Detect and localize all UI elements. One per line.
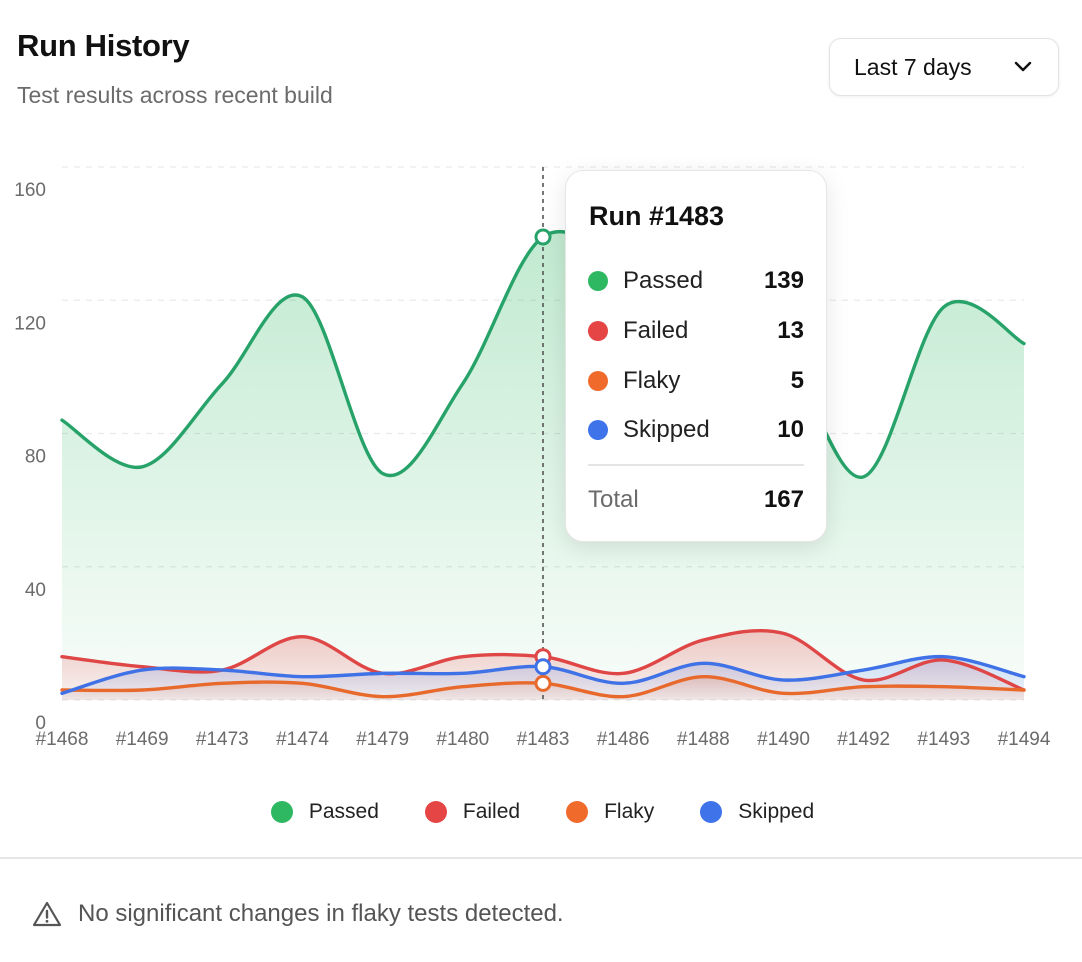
x-tick-label: #1493 [917,729,970,750]
legend-item-passed[interactable]: Passed [270,800,379,824]
highlight-marker-skipped [534,658,552,676]
tooltip-label: Failed [623,317,689,344]
tooltip-row-skipped: Skipped 10 [588,415,804,445]
failed-dot-icon [588,321,608,341]
footer-divider [0,857,1082,859]
x-axis-ticks: #1468 #1469 #1473 #1474 #1479 #1480 #1483 #1486… [36,729,1051,750]
tooltip-total-label: Total [588,486,639,513]
x-tick-label: #1469 [116,729,169,750]
y-tick-label: 40 [25,580,46,601]
footer-notice: No significant changes in flaky tests de… [32,900,564,928]
x-tick-label: #1468 [36,729,89,750]
tooltip-value: 10 [777,416,804,443]
tooltip-row-passed: Passed 139 [588,266,804,296]
page-title: Run History [17,28,190,63]
x-tick-label: #1479 [356,729,409,750]
x-tick-label: #1480 [436,729,489,750]
tooltip-value: 5 [790,367,804,394]
chart-legend: Passed Failed Flaky Skipped [0,796,1082,828]
x-tick-label: #1490 [757,729,810,750]
y-tick-label: 80 [25,447,46,468]
date-range-select[interactable]: Last 7 days [829,38,1059,96]
legend-label: Passed [308,800,379,823]
legend-item-failed[interactable]: Failed [424,800,521,824]
footer-message: No significant changes in flaky tests de… [78,900,564,927]
x-tick-label: #1492 [837,729,890,750]
skipped-dot-icon [588,420,608,440]
tooltip-row-flaky: Flaky 5 [588,366,804,396]
passed-dot-icon [270,801,293,823]
tooltip-total-value: 167 [763,486,804,513]
tooltip-label: Skipped [623,416,710,443]
date-range-value: Last 7 days [854,53,972,80]
x-tick-label: #1488 [677,729,730,750]
highlight-marker-passed [534,228,552,246]
y-axis-ticks: 0 40 80 120 160 [14,180,46,734]
legend-item-skipped[interactable]: Skipped [700,800,814,824]
x-tick-label: #1474 [276,729,329,750]
failed-dot-icon [424,801,447,823]
y-tick-label: 160 [14,180,46,201]
skipped-dot-icon [700,801,723,823]
tooltip-label: Passed [623,267,704,294]
y-tick-label: 0 [35,713,46,734]
flaky-dot-icon [566,801,589,823]
tooltip-value: 139 [763,267,804,294]
legend-label: Failed [462,800,521,823]
x-tick-label: #1483 [517,729,570,750]
page-subtitle: Test results across recent build [17,82,333,108]
passed-dot-icon [588,271,608,291]
legend-item-flaky[interactable]: Flaky [566,800,654,824]
tooltip-title: Run #1483 [589,201,725,231]
tooltip-row-failed: Failed 13 [588,316,804,346]
y-tick-label: 120 [14,313,46,334]
x-tick-label: #1494 [998,729,1051,750]
warning-icon [32,901,62,927]
tooltip-value: 13 [777,317,804,344]
highlight-marker-flaky [534,674,552,692]
highlight-markers [534,228,552,692]
x-tick-label: #1486 [597,729,650,750]
run-tooltip: Run #1483 Passed 139 Failed 13 Flaky 5 S… [565,170,827,542]
x-tick-label: #1473 [196,729,249,750]
flaky-dot-icon [588,371,608,391]
legend-label: Skipped [738,800,815,823]
chevron-down-icon [1014,61,1032,72]
tooltip-row-total: Total 167 [588,485,804,515]
tooltip-label: Flaky [623,367,681,394]
tooltip-divider [588,464,804,466]
legend-label: Flaky [604,800,655,823]
